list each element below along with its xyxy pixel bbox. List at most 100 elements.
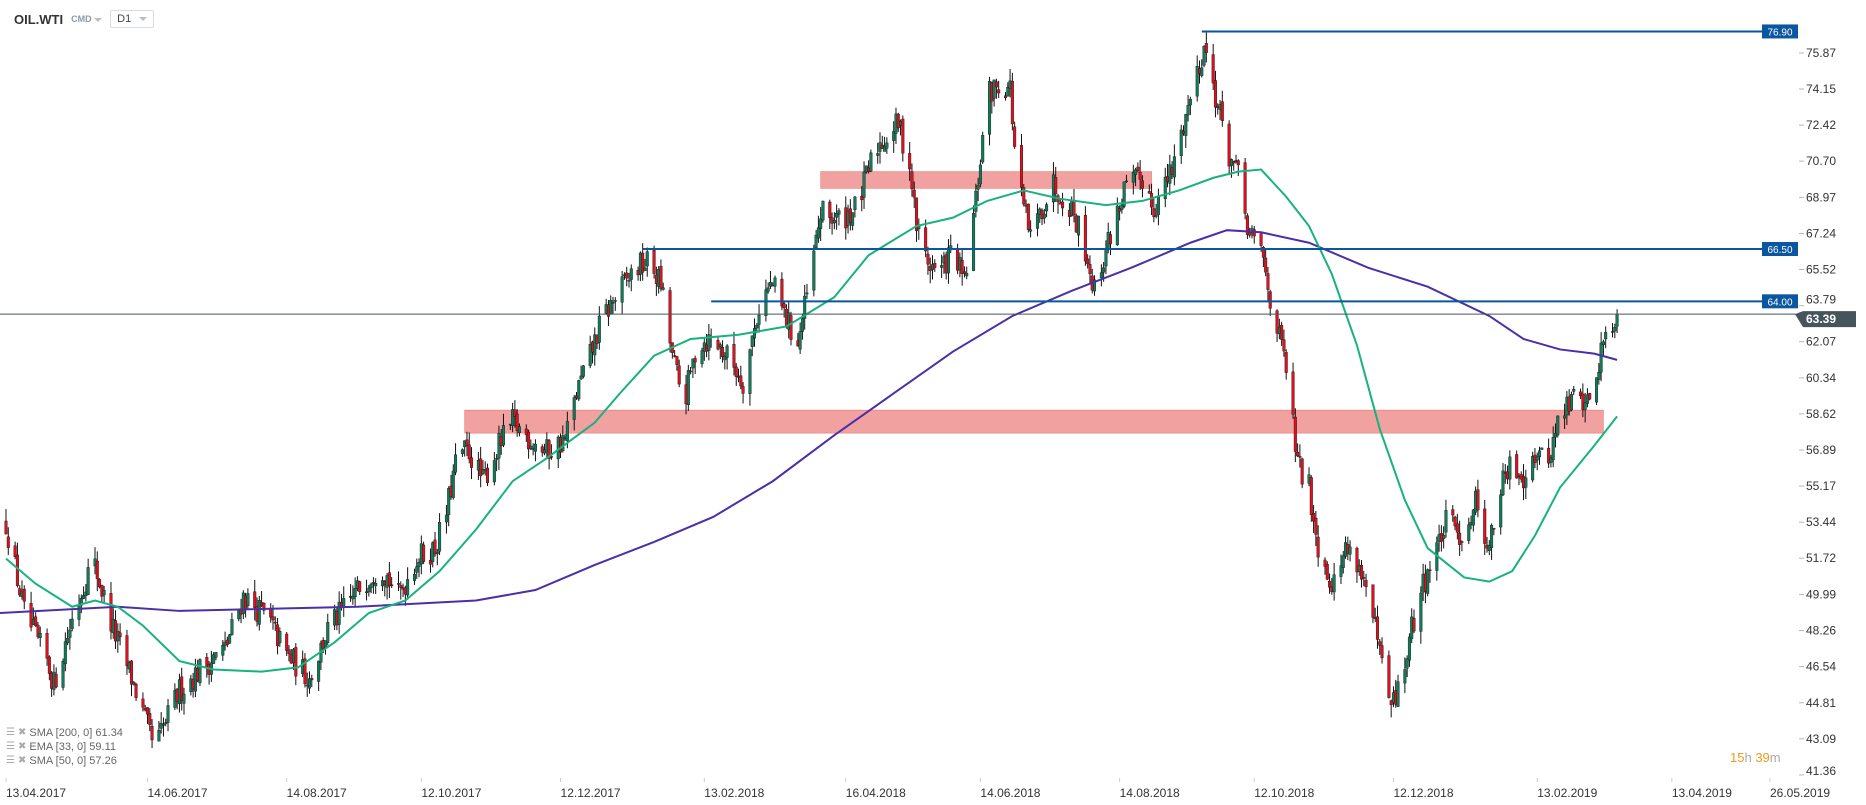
candle-up — [800, 318, 804, 332]
candle-down — [1275, 310, 1279, 334]
candle-down — [1150, 193, 1154, 208]
candle-down — [527, 431, 531, 450]
candle-down — [677, 365, 681, 385]
candle-down — [1515, 454, 1519, 479]
legend-item[interactable]: ☰ ✖ EMA [33, 0] 59.11 — [6, 740, 123, 754]
legend-item[interactable]: ☰ ✖ SMA [50, 0] 57.26 — [6, 754, 123, 768]
legend-item[interactable]: ☰ ✖ SMA [200, 0] 61.34 — [6, 726, 123, 740]
candle-up — [755, 325, 759, 329]
candle-down — [789, 315, 793, 340]
candle-up — [351, 595, 355, 600]
level-tag-label: 64.00 — [1767, 297, 1792, 308]
candle-down — [1323, 559, 1327, 567]
candle-up — [814, 234, 818, 248]
candle-down — [1483, 508, 1487, 544]
candle-down — [1022, 187, 1026, 205]
candle-up — [611, 302, 615, 304]
candle-down — [896, 113, 900, 129]
candle-up — [1163, 176, 1167, 199]
candle-down — [1298, 455, 1302, 458]
candle-up — [1551, 437, 1555, 461]
candle-down — [1316, 536, 1320, 558]
close-icon[interactable]: ✖ — [17, 755, 27, 766]
candle-down — [1325, 564, 1329, 580]
candle-down — [465, 439, 469, 446]
level-tag — [1762, 294, 1798, 309]
candle-down — [1010, 80, 1014, 125]
candle-down — [1371, 584, 1375, 618]
candle-down — [732, 343, 736, 368]
candle-up — [876, 153, 880, 156]
settings-icon[interactable]: ☰ — [6, 755, 15, 766]
candle-up — [1524, 477, 1528, 488]
candle-down — [1309, 477, 1313, 515]
candle-down — [1152, 208, 1156, 217]
candle-up — [1195, 66, 1199, 97]
candle-down — [1300, 458, 1304, 485]
candle-down — [997, 89, 1001, 94]
candle-up — [853, 196, 857, 210]
candle-up — [816, 227, 820, 239]
candle-up — [230, 619, 234, 635]
candle-up — [686, 370, 690, 406]
candle-down — [1243, 162, 1247, 214]
candle-up — [460, 449, 464, 454]
candle-up — [832, 219, 836, 224]
candle-down — [1588, 393, 1592, 400]
y-tick-label: 60.34 — [1806, 371, 1836, 385]
candle-down — [310, 678, 314, 681]
candle-up — [529, 445, 533, 449]
close-icon[interactable]: ✖ — [17, 741, 27, 752]
candle-up — [1102, 267, 1106, 273]
candle-up — [1535, 456, 1539, 461]
candle-up — [1572, 389, 1576, 392]
close-icon[interactable]: ✖ — [17, 727, 27, 738]
candle-up — [1339, 565, 1343, 577]
settings-icon[interactable]: ☰ — [6, 727, 15, 738]
candle-up — [1035, 213, 1039, 229]
candle-down — [470, 457, 474, 468]
candle-up — [132, 681, 136, 685]
candle-up — [438, 522, 442, 552]
y-tick-label: 70.70 — [1806, 154, 1836, 168]
x-tick-label: 14.08.2017 — [287, 786, 347, 800]
x-tick-label: 13.04.2019 — [1672, 786, 1732, 800]
y-tick-label: 53.44 — [1806, 515, 1836, 529]
candle-up — [337, 601, 341, 625]
candle-up — [588, 344, 592, 366]
y-tick-label: 56.89 — [1806, 443, 1836, 457]
candle-down — [433, 539, 437, 555]
candle-down — [1220, 101, 1224, 122]
candle-up — [1471, 509, 1475, 526]
candle-up — [278, 631, 282, 644]
category-dropdown[interactable]: CMD — [71, 14, 103, 24]
candle-up — [63, 641, 67, 665]
candle-down — [641, 252, 645, 273]
candle-up — [946, 247, 950, 274]
candle-down — [625, 272, 629, 279]
resistance-zone — [464, 409, 1604, 434]
candle-down — [1004, 95, 1008, 99]
candle-up — [837, 210, 841, 215]
candle-down — [1455, 523, 1459, 533]
candle-up — [1124, 180, 1128, 183]
candle-up — [1407, 636, 1411, 661]
candle-down — [780, 278, 784, 307]
candle-down — [513, 409, 517, 417]
timer-hours: 15 — [1730, 750, 1745, 765]
candle-down — [1147, 191, 1151, 194]
candle-up — [885, 142, 889, 149]
y-tick-label: 43.09 — [1806, 732, 1836, 746]
candle-up — [1120, 204, 1124, 210]
candle-down — [486, 467, 490, 483]
last-price-label: 63.39 — [1806, 312, 1836, 326]
candle-down — [1476, 489, 1480, 511]
y-tick-label: 75.87 — [1806, 46, 1836, 60]
candle-up — [454, 454, 458, 473]
timer-m: m — [1769, 750, 1781, 765]
settings-icon[interactable]: ☰ — [6, 741, 15, 752]
level-tag-label: 66.50 — [1767, 245, 1792, 256]
candle-down — [1378, 641, 1382, 646]
timeframe-dropdown[interactable]: D1 — [110, 10, 155, 28]
